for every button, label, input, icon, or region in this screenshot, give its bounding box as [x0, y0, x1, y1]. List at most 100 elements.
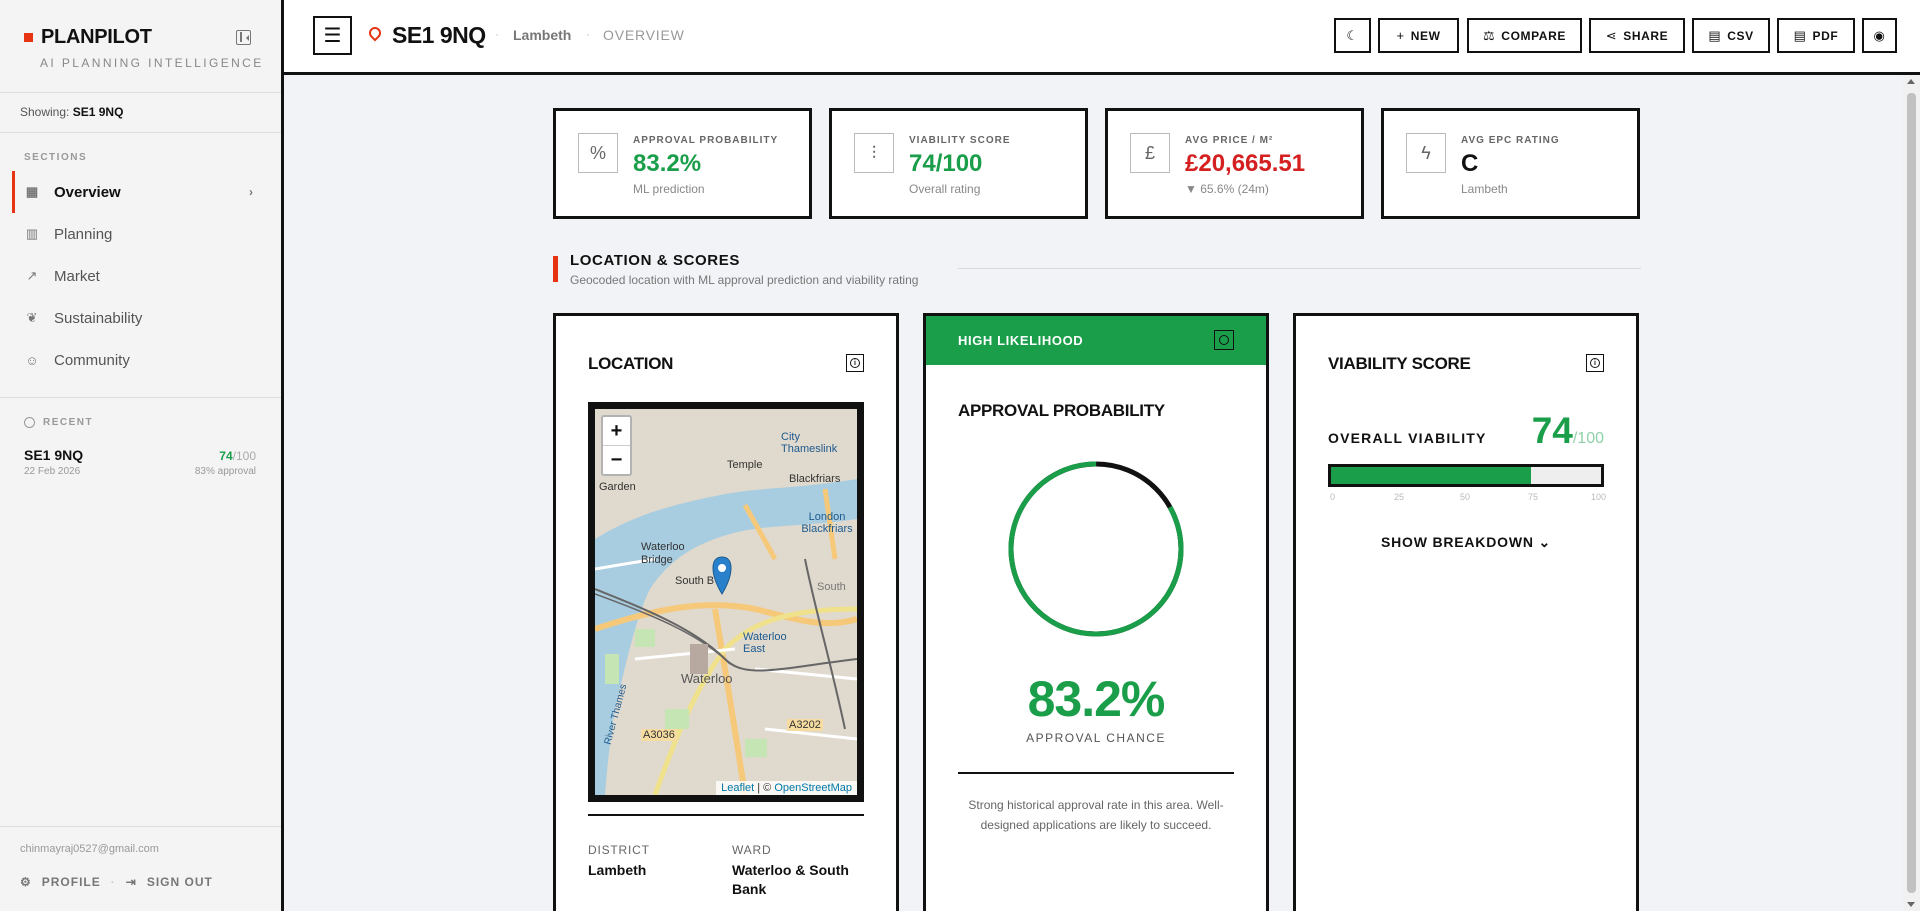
info-icon[interactable]: i	[1586, 354, 1604, 372]
pdf-button[interactable]: ▤ PDF	[1777, 18, 1855, 53]
theme-toggle-button[interactable]: ☾	[1334, 18, 1371, 53]
recent-approval: 83% approval	[194, 466, 256, 477]
breadcrumb-separator: ·	[495, 27, 499, 41]
stat-value: 83.2%	[633, 150, 702, 177]
profile-link[interactable]: PROFILE	[41, 875, 101, 889]
approval-donut-chart	[1008, 461, 1184, 637]
main-scrollbar[interactable]	[1903, 75, 1920, 911]
page-title: SE1 9NQ	[392, 22, 486, 48]
leaf-icon: ❦	[26, 310, 38, 325]
recent-item[interactable]: SE1 9NQ 22 Feb 2026 74/100 83% approval	[0, 447, 281, 487]
sidebar-item-label: Overview	[54, 183, 121, 201]
info-icon[interactable]	[1214, 330, 1234, 350]
showing-value: SE1 9NQ	[72, 105, 124, 119]
map-tiles	[595, 409, 857, 795]
stat-label: AVG PRICE / M²	[1185, 135, 1274, 146]
sidebar-item-overview[interactable]: ▦ Overview ›	[0, 171, 281, 213]
recent-score-max: /100	[232, 449, 256, 463]
stat-sub: Lambeth	[1461, 182, 1508, 196]
card-divider	[958, 772, 1234, 774]
approval-percentage: 83.2%	[1027, 671, 1166, 727]
user-circle-icon: ◉	[1873, 27, 1886, 43]
viability-progress-bar	[1328, 464, 1604, 487]
map-label: A3036	[641, 729, 677, 741]
ward-value: Waterloo & South Bank	[732, 862, 849, 897]
sidebar-item-community[interactable]: ☺ Community	[0, 339, 281, 381]
brand-header: PLANPILOT AI PLANNING INTELLIGENCE	[0, 0, 281, 93]
sidebar-divider	[0, 397, 281, 398]
map-zoom-control: + −	[601, 415, 632, 476]
viability-progress-fill	[1331, 467, 1531, 484]
stat-value: £20,665.51	[1185, 150, 1306, 177]
footer-links: ⚙ PROFILE · ⇥ SIGN OUT	[20, 875, 213, 889]
map-label: A3202	[787, 719, 823, 731]
showing-indicator: Showing: SE1 9NQ	[0, 93, 281, 133]
gear-icon: ⚙	[20, 875, 32, 889]
scroll-thumb[interactable]	[1907, 93, 1916, 893]
section-divider	[958, 268, 1641, 269]
zoom-out-button[interactable]: −	[610, 449, 623, 471]
chevron-down-icon: ⌄	[1538, 534, 1551, 550]
user-email: chinmayraj0527@gmail.com	[20, 843, 159, 855]
brand-logo-mark	[24, 33, 33, 42]
compare-button-label: COMPARE	[1501, 28, 1566, 43]
section-subtitle: Geocoded location with ML approval predi…	[570, 273, 919, 287]
breadcrumb-separator: ·	[586, 27, 590, 41]
account-button[interactable]: ◉	[1862, 18, 1897, 53]
breadcrumb-borough: Lambeth	[513, 27, 572, 43]
map-label: Garden	[599, 481, 636, 493]
building-icon: ▥	[25, 226, 39, 241]
csv-button-label: CSV	[1727, 28, 1754, 43]
stat-label: APPROVAL PROBABILITY	[633, 135, 779, 146]
lightning-icon: ϟ	[1406, 133, 1446, 173]
approval-chance-label: APPROVAL CHANCE	[1026, 731, 1166, 745]
stat-card-approval: % APPROVAL PROBABILITY 83.2% ML predicti…	[553, 108, 812, 219]
sidebar-footer: chinmayraj0527@gmail.com ⚙ PROFILE · ⇥ S…	[0, 826, 281, 911]
collapse-sidebar-icon[interactable]	[236, 30, 251, 45]
map-label: South B	[675, 575, 715, 587]
zoom-in-button[interactable]: +	[603, 417, 630, 446]
location-card: LOCATION i	[553, 313, 899, 911]
sign-out-link[interactable]: SIGN OUT	[146, 875, 213, 889]
progress-tick: 25	[1394, 492, 1405, 502]
map-label: Temple	[727, 459, 763, 471]
location-pin-icon	[366, 24, 384, 42]
recent-score: 74/100	[219, 449, 256, 463]
viability-score-value: 74	[1531, 410, 1573, 451]
location-map[interactable]: City Thameslink Temple Blackfriars Garde…	[588, 402, 864, 802]
percent-icon: %	[578, 133, 618, 173]
menu-button[interactable]: ☰	[313, 16, 352, 55]
card-title: LOCATION	[588, 354, 674, 373]
breadcrumb-section: OVERVIEW	[603, 27, 685, 43]
new-button[interactable]: + NEW	[1378, 18, 1459, 53]
hamburger-icon: ☰	[323, 25, 342, 47]
approval-card: HIGH LIKELIHOOD APPROVAL PROBABILITY 83.…	[923, 313, 1269, 911]
stat-label: VIABILITY SCORE	[909, 135, 1011, 146]
brand-name: PLANPILOT	[41, 26, 152, 48]
compare-button[interactable]: ⚖ COMPARE	[1467, 18, 1582, 53]
recent-score-value: 74	[219, 449, 233, 463]
map-attribution: Leaflet | © OpenStreetMap	[716, 781, 857, 795]
sidebar-item-planning[interactable]: ▥ Planning	[0, 213, 281, 255]
scroll-up-arrow[interactable]	[1907, 79, 1915, 84]
brand-tagline: AI PLANNING INTELLIGENCE	[40, 56, 264, 70]
show-breakdown-label: SHOW BREAKDOWN	[1381, 534, 1534, 550]
moon-icon: ☾	[1346, 27, 1359, 43]
map-label: Waterloo	[681, 671, 733, 686]
viability-score-max: /100	[1572, 430, 1604, 447]
sidebar-item-market[interactable]: ↗ Market	[0, 255, 281, 297]
stat-sub: ▼ 65.6% (24m)	[1185, 182, 1269, 196]
card-title: APPROVAL PROBABILITY	[958, 401, 1165, 420]
recent-postcode: SE1 9NQ	[24, 447, 84, 463]
csv-button[interactable]: ▤ CSV	[1692, 18, 1770, 53]
scroll-down-arrow[interactable]	[1907, 902, 1915, 907]
leaflet-link[interactable]: Leaflet	[721, 782, 755, 794]
pound-icon: £	[1130, 133, 1170, 173]
sidebar-item-sustainability[interactable]: ❦ Sustainability	[0, 297, 281, 339]
osm-link[interactable]: OpenStreetMap	[774, 782, 852, 794]
share-button[interactable]: ⋖ SHARE	[1589, 18, 1685, 53]
show-breakdown-button[interactable]: SHOW BREAKDOWN ⌄	[1296, 534, 1636, 551]
info-icon[interactable]: i	[846, 354, 864, 372]
share-button-label: SHARE	[1623, 28, 1669, 43]
file-download-icon: ▤	[1793, 27, 1807, 43]
